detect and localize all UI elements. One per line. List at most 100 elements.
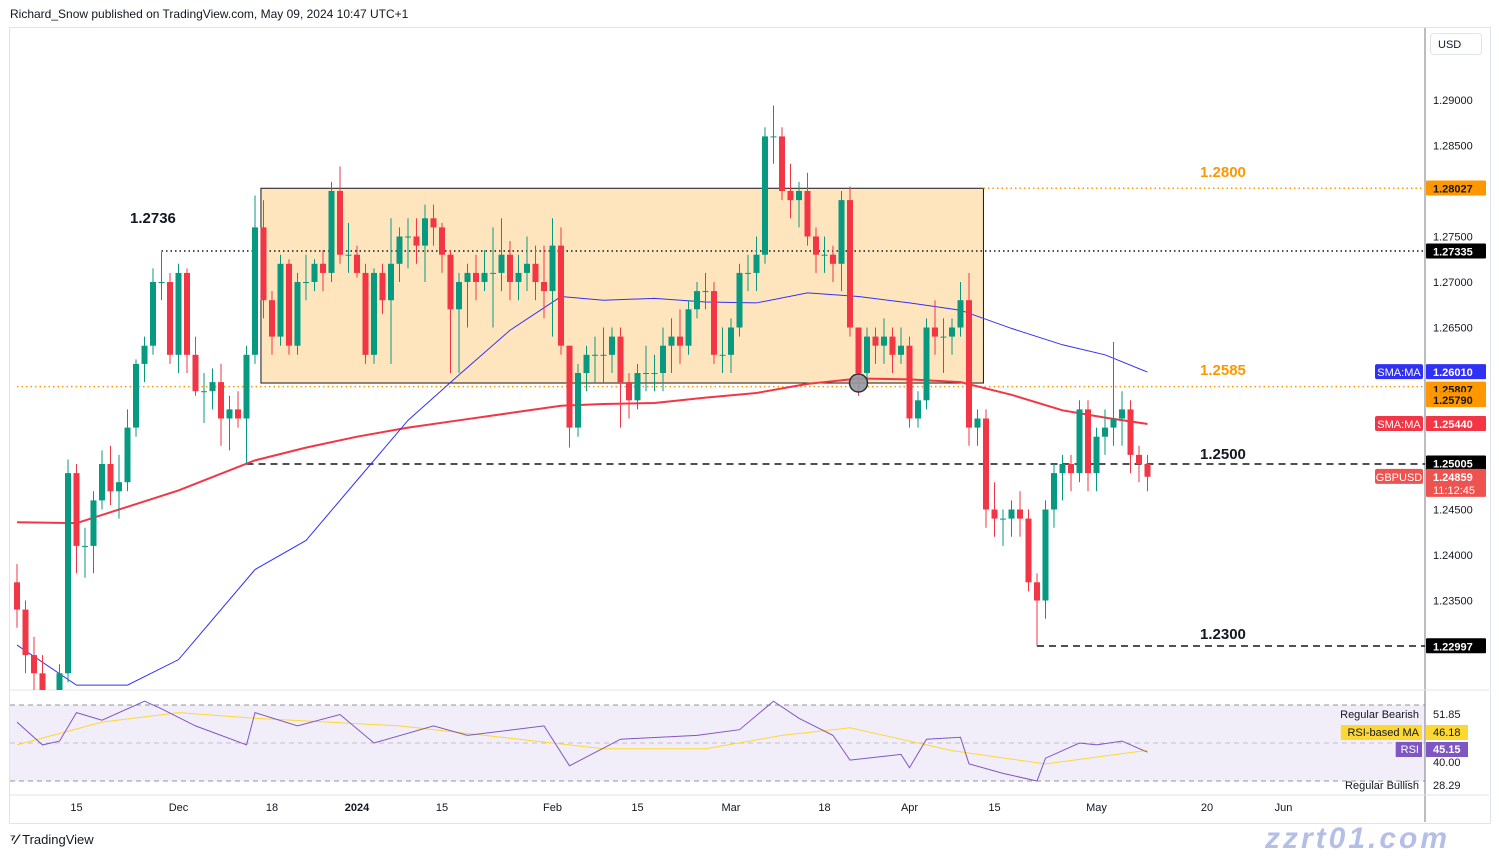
price-badge-bg	[1426, 364, 1486, 380]
candle-body	[1127, 409, 1134, 455]
candle-body	[643, 373, 649, 374]
candle-body	[668, 336, 675, 346]
time-tick-label: 15	[631, 802, 643, 814]
time-tick-label: Jun	[1275, 802, 1293, 814]
tradingview-logo[interactable]: ⁷⁄ TradingView	[10, 831, 94, 847]
candle-body	[1085, 409, 1091, 474]
candle-body	[906, 345, 913, 419]
price-badge-bg	[1426, 455, 1486, 471]
candle-body	[320, 263, 326, 273]
candle-body	[31, 655, 37, 674]
price-tick-label: 1.24000	[1433, 550, 1473, 562]
candle-body	[286, 263, 292, 346]
candle-body	[184, 272, 190, 355]
candle-body	[1017, 509, 1023, 519]
candle-body	[269, 300, 275, 337]
watermark: zzrt01.com	[1265, 822, 1451, 855]
sma200-line	[16, 377, 1148, 525]
candle-body	[430, 218, 437, 228]
candle-body	[558, 245, 564, 346]
level-label: 1.2800	[1200, 164, 1246, 181]
candle-body	[175, 272, 182, 355]
time-tick-label: 15	[988, 802, 1000, 814]
candle-body	[379, 272, 386, 301]
candle-body	[116, 482, 122, 492]
candle-body	[413, 236, 420, 246]
candle-body	[694, 291, 700, 310]
candle-body	[65, 473, 71, 674]
time-tick-label: Mar	[722, 802, 741, 814]
candle-body	[490, 272, 496, 274]
candle-body	[192, 354, 199, 392]
candle-body	[575, 373, 581, 428]
candle-body	[677, 336, 683, 346]
candle-body	[209, 382, 216, 392]
price-badge-bg	[1426, 243, 1486, 259]
candle-body	[235, 409, 241, 419]
candle-body	[957, 300, 964, 328]
candle-body	[218, 382, 224, 419]
candle-body	[932, 327, 938, 337]
candle-body	[22, 609, 29, 656]
rsi-pane	[10, 700, 1425, 782]
candle-body	[549, 245, 556, 292]
candle-body	[201, 391, 207, 393]
candle-body	[388, 263, 394, 301]
candle-body	[719, 354, 726, 356]
candle-body	[473, 272, 479, 282]
tradingview-logo-text: TradingView	[22, 831, 94, 847]
time-tick-label: 18	[266, 802, 278, 814]
candle-body	[481, 272, 488, 282]
candle-body	[439, 227, 445, 255]
price-tick-label: 1.24500	[1433, 505, 1473, 517]
candle-body	[226, 409, 233, 419]
price-badge-bg	[1426, 468, 1486, 497]
candle-body	[507, 254, 513, 282]
candle-body	[337, 191, 343, 255]
candle-body	[753, 254, 760, 273]
candle-body	[56, 673, 63, 690]
price-tick-label: 1.26500	[1433, 323, 1473, 335]
tradingview-logo-icon: ⁷⁄	[10, 831, 19, 847]
candle-body	[277, 263, 284, 337]
candle-body	[626, 382, 632, 401]
price-badge-bg	[1426, 638, 1486, 654]
candle-body	[923, 327, 930, 401]
candle-body	[524, 263, 530, 273]
candle-body	[736, 272, 743, 328]
level-label: 1.2736	[130, 210, 176, 227]
price-badge-value: 1.28027	[1433, 184, 1473, 196]
candle-body	[405, 236, 411, 238]
price-tick-label: 1.28500	[1433, 141, 1473, 153]
candle-body	[1076, 409, 1083, 474]
candle-body	[770, 136, 777, 138]
candle-body	[974, 418, 981, 428]
candle-body	[243, 354, 250, 419]
candle-body	[354, 254, 360, 273]
candle-body	[515, 272, 522, 282]
candle-body	[609, 336, 615, 355]
candle-body	[167, 282, 173, 355]
rsi-legend-value: 51.85	[1433, 709, 1461, 721]
rsi-line	[16, 700, 1148, 782]
candle-body	[915, 400, 921, 419]
rsi-legend-value-bg	[1426, 725, 1468, 740]
rsi-legend-label: Regular Bullish	[1345, 780, 1419, 792]
candle-body	[311, 263, 318, 282]
series-tag-bg	[1375, 468, 1423, 484]
candle-body	[881, 336, 887, 346]
highlight-marker	[848, 373, 869, 393]
candle-body	[1000, 518, 1006, 520]
level-label: 1.2500	[1200, 446, 1246, 463]
candle-body	[158, 282, 165, 283]
candle-body	[252, 227, 258, 355]
candle-body	[422, 218, 428, 246]
candle-body	[711, 291, 717, 355]
candle-body	[796, 191, 802, 201]
currency-button[interactable]: USD	[1430, 33, 1482, 55]
rsi-legend-tag-bg	[1395, 742, 1422, 757]
time-tick-label: 15	[436, 802, 448, 814]
candle-body	[651, 373, 658, 374]
time-tick-label: 20	[1201, 802, 1213, 814]
